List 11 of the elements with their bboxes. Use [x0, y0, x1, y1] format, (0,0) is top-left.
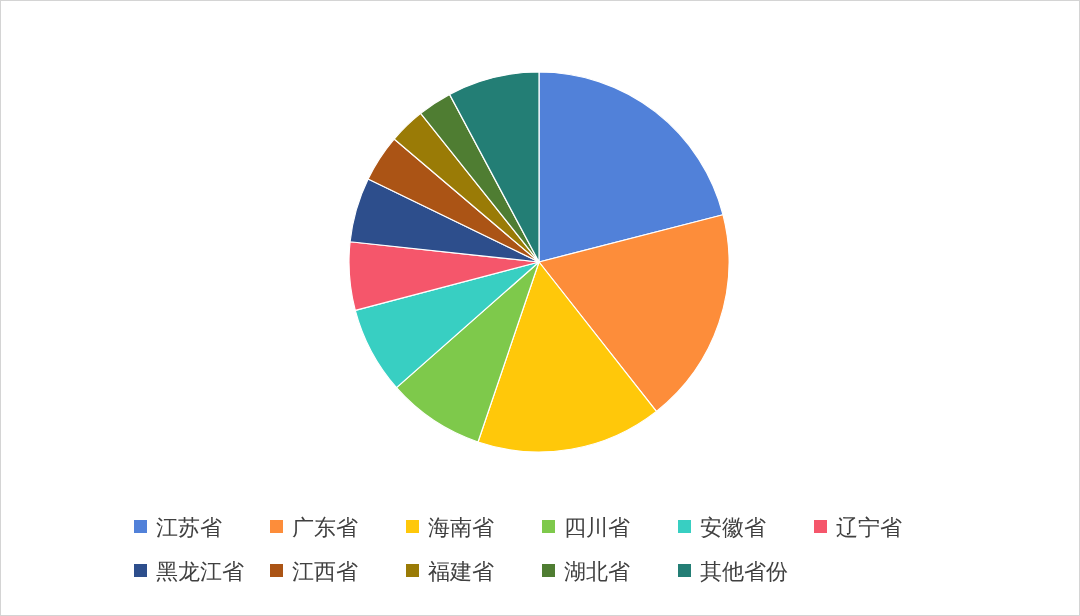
legend-label: 江苏省: [156, 514, 222, 540]
legend-label: 黑龙江省: [156, 558, 244, 584]
legend-label: 辽宁省: [836, 514, 902, 540]
legend-label: 四川省: [564, 514, 630, 540]
legend-label: 其他省份: [700, 558, 788, 584]
legend-label: 广东省: [292, 514, 358, 540]
legend-label: 湖北省: [564, 558, 630, 584]
legend-label: 江西省: [292, 558, 358, 584]
legend-label: 福建省: [428, 558, 494, 584]
legend-label: 海南省: [428, 514, 494, 540]
legend-label: 安徽省: [700, 514, 766, 540]
